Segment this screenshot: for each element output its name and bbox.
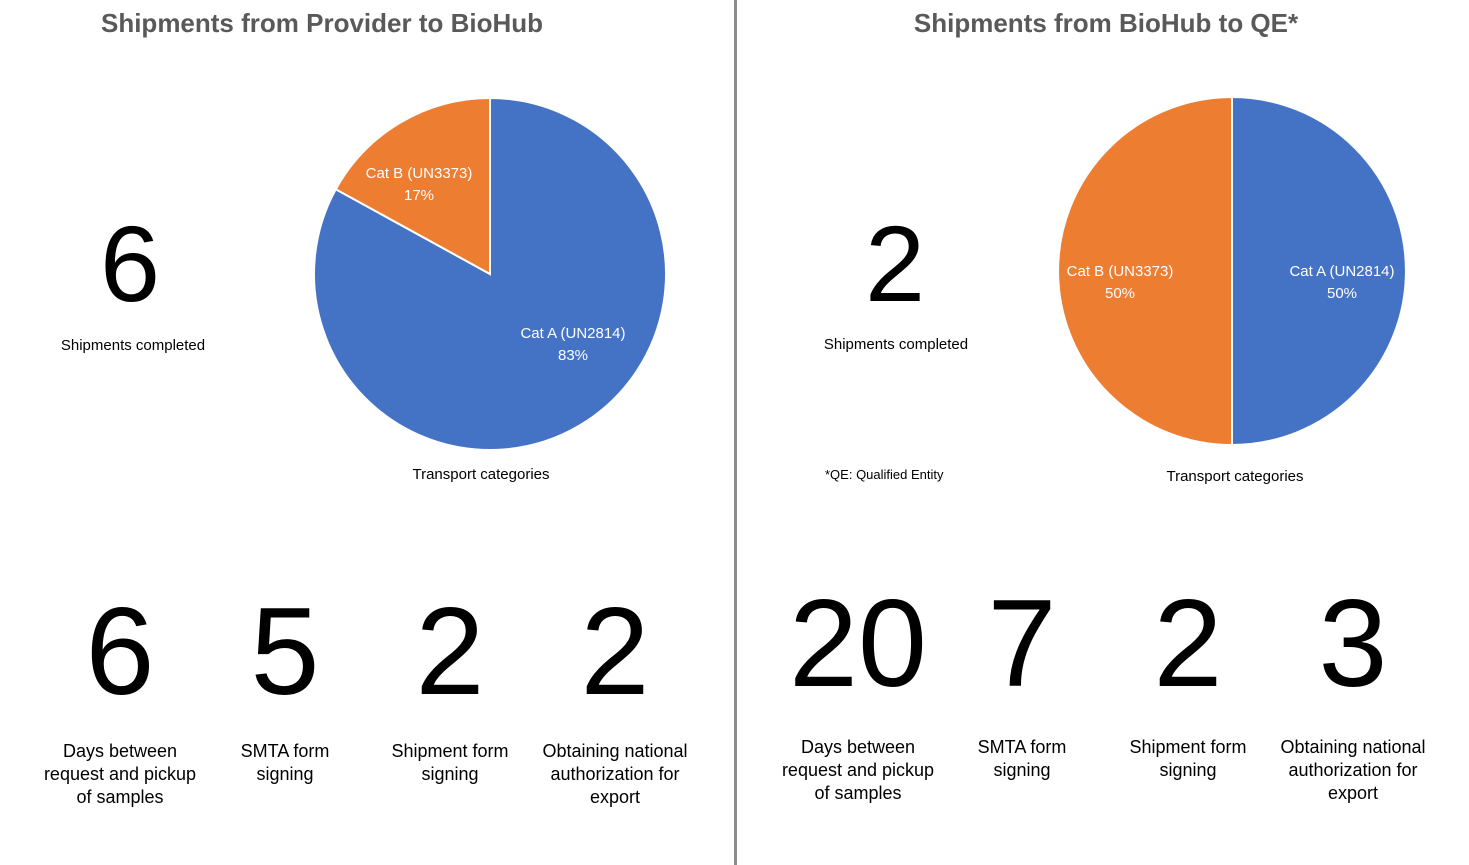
slice-category-label: Cat B (UN3373) (366, 165, 473, 182)
right-panel-title: Shipments from BioHub to QE* (913, 8, 1299, 38)
right-metric-label: Shipment form signing (1129, 737, 1247, 780)
right-metric-value: 7 (987, 575, 1057, 713)
slice-percent-label: 17% (404, 187, 434, 204)
slice-percent-label: 50% (1327, 285, 1357, 302)
pie-slice-cat-a (1231, 95, 1407, 447)
slice-category-label: Cat A (UN2814) (1289, 263, 1394, 280)
qe-footnote: *QE: Qualified Entity (825, 467, 944, 482)
left-transport-pie-chart: Cat A (UN2814) 83% Cat B (UN3373) 17% (313, 96, 667, 451)
right-metric-value: 20 (789, 575, 927, 713)
right-metric-label: Obtaining national authorization for exp… (1280, 737, 1426, 803)
right-metric-value: 2 (1153, 575, 1223, 713)
left-shipments-label: Shipments completed (60, 337, 206, 354)
pie-slice-cat-b (334, 96, 491, 276)
slice-category-label: Cat B (UN3373) (1067, 263, 1174, 280)
right-shipments-label: Shipments completed (823, 336, 969, 353)
slice-category-label: Cat A (UN2814) (520, 325, 625, 342)
right-metric-label: Days between request and pickup of sampl… (781, 737, 935, 803)
panel-divider (734, 0, 737, 865)
pie-slice-cat-a (313, 96, 667, 451)
left-metric-label: Days between request and pickup of sampl… (43, 741, 197, 807)
left-metric-label: SMTA form signing (240, 741, 330, 784)
left-metric-label: Shipment form signing (391, 741, 509, 784)
left-metric-value: 2 (415, 583, 485, 721)
slice-percent-label: 83% (558, 347, 588, 364)
right-transport-pie-chart: Cat A (UN2814) 50% Cat B (UN3373) 50% (1057, 95, 1407, 447)
left-metric-value: 6 (85, 583, 155, 721)
left-metric-value: 5 (250, 583, 320, 721)
left-metric-label: Obtaining national authorization for exp… (542, 741, 688, 807)
right-shipments-count: 2 (864, 203, 926, 324)
slice-percent-label: 50% (1105, 285, 1135, 302)
right-chart-caption: Transport categories (1166, 468, 1304, 485)
left-panel-title: Shipments from Provider to BioHub (100, 8, 544, 38)
left-metric-value: 2 (580, 583, 650, 721)
pie-slice-cat-b (1057, 95, 1233, 447)
right-metric-value: 3 (1318, 575, 1388, 713)
right-metric-label: SMTA form signing (977, 737, 1067, 780)
left-shipments-count: 6 (99, 203, 161, 324)
left-chart-caption: Transport categories (412, 466, 550, 483)
